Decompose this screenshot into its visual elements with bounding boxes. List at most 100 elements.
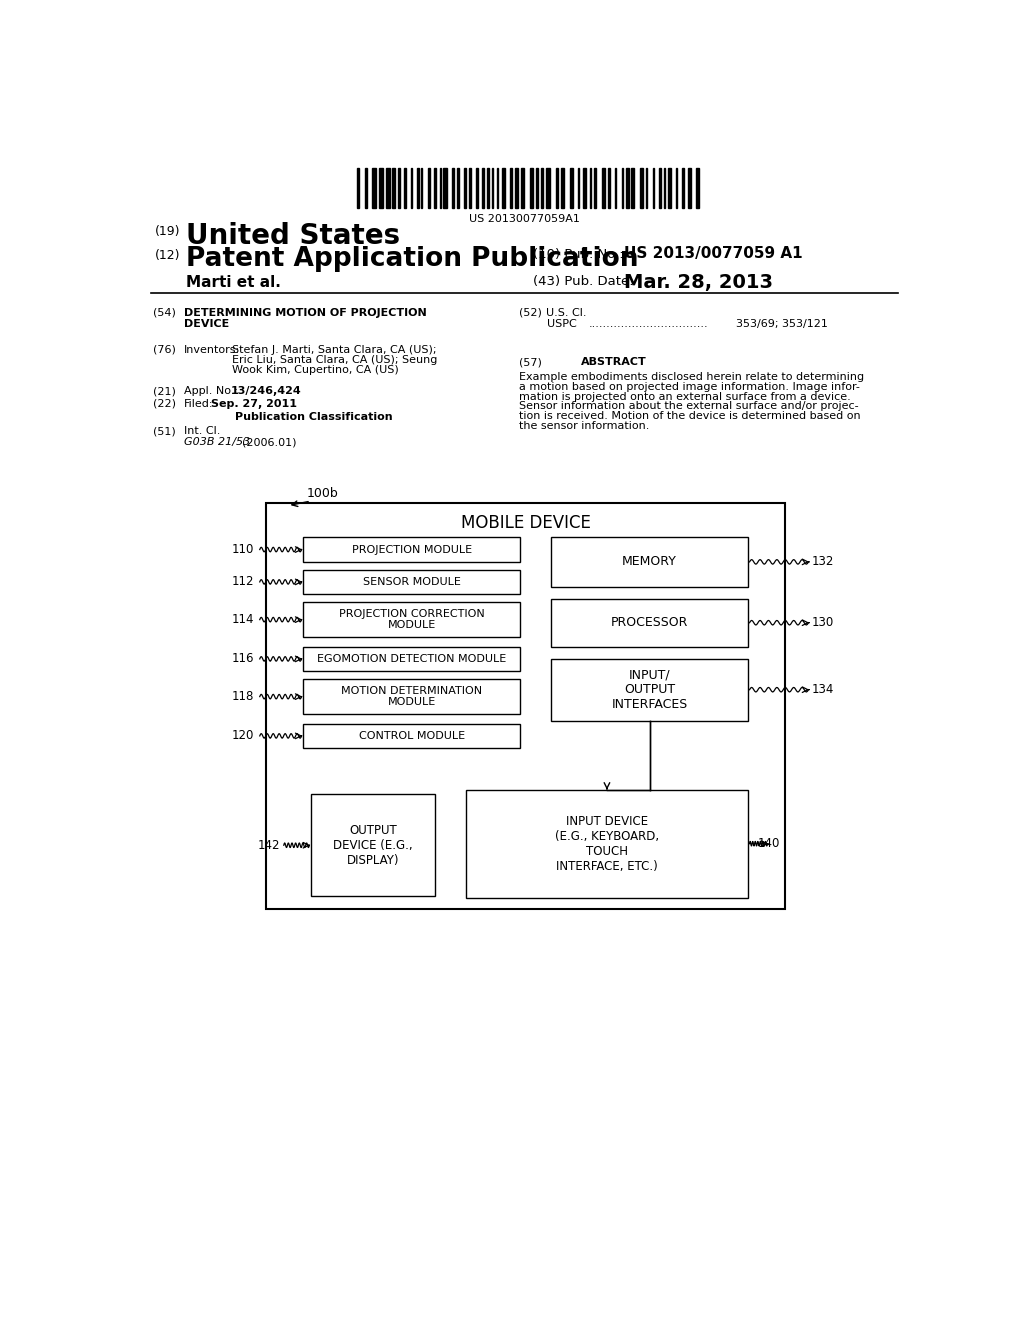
Bar [669,168,671,207]
Bar [521,168,523,207]
Text: Mar. 28, 2013: Mar. 28, 2013 [624,273,773,292]
Text: U.S. Cl.: U.S. Cl. [547,308,587,318]
Text: DETERMINING MOTION OF PROJECTION: DETERMINING MOTION OF PROJECTION [183,308,427,318]
Text: MOTION DETERMINATION
MODULE: MOTION DETERMINATION MODULE [341,686,482,708]
Text: 142: 142 [257,838,280,851]
Text: (10) Pub. No.:: (10) Pub. No.: [532,248,624,261]
Bar [403,168,406,207]
Bar [546,168,550,207]
Bar [356,168,359,207]
Bar [379,168,383,207]
Text: (2006.01): (2006.01) [242,437,296,447]
Text: G03B 21/53: G03B 21/53 [183,437,250,447]
Text: INPUT DEVICE
(E.G., KEYBOARD,
TOUCH
INTERFACE, ETC.): INPUT DEVICE (E.G., KEYBOARD, TOUCH INTE… [555,814,659,873]
Bar [503,168,506,207]
Bar [481,168,483,207]
Bar [594,168,596,207]
Text: Example embodiments disclosed herein relate to determining: Example embodiments disclosed herein rel… [519,372,864,383]
Bar [578,168,580,207]
Text: (51): (51) [153,426,175,437]
Bar [486,168,488,207]
Text: (12): (12) [155,249,180,263]
Bar [664,168,665,207]
Bar [510,168,512,207]
Bar [466,789,748,898]
Bar [428,168,430,207]
Text: Int. Cl.: Int. Cl. [183,426,220,437]
Bar [607,168,609,207]
Text: a motion based on projected image information. Image infor-: a motion based on projected image inform… [519,381,860,392]
Bar [551,599,748,647]
Text: Marti et al.: Marti et al. [186,276,281,290]
Text: mation is projected onto an external surface from a device.: mation is projected onto an external sur… [519,392,851,401]
Text: 353/69; 353/121: 353/69; 353/121 [736,319,828,329]
Text: United States: United States [186,222,400,251]
Text: PROCESSOR: PROCESSOR [611,616,688,630]
Bar [590,168,591,207]
Text: Publication Classification: Publication Classification [236,412,393,422]
Bar [417,168,419,207]
Text: EGOMOTION DETECTION MODULE: EGOMOTION DETECTION MODULE [317,653,506,664]
Text: DEVICE: DEVICE [183,318,229,329]
Bar [551,537,748,586]
Text: (22): (22) [153,399,176,409]
Text: US 2013/0077059 A1: US 2013/0077059 A1 [624,246,803,261]
Bar [475,168,477,207]
Bar [627,168,629,207]
Text: Eric Liu, Santa Clara, CA (US); Seung: Eric Liu, Santa Clara, CA (US); Seung [231,355,437,364]
Bar [569,168,572,207]
Text: Filed:: Filed: [183,399,213,409]
Bar [372,168,376,207]
Text: Sensor information about the external surface and/or projec-: Sensor information about the external su… [519,401,859,412]
Bar [530,168,532,207]
Bar [457,168,459,207]
Bar [303,570,520,594]
Bar [556,168,558,207]
Bar [303,647,520,671]
Text: (76): (76) [153,345,176,355]
Text: 120: 120 [232,730,254,742]
Bar [266,503,785,909]
Text: PROJECTION MODULE: PROJECTION MODULE [351,545,472,554]
Bar [646,168,647,207]
Bar [464,168,466,207]
Bar [398,168,400,207]
Bar [602,168,604,207]
Text: 114: 114 [231,612,254,626]
Text: 132: 132 [812,556,834,569]
Bar [652,168,654,207]
Text: Inventors:: Inventors: [183,345,240,355]
Bar [622,168,624,207]
Text: 100b: 100b [306,487,338,499]
Text: (19): (19) [155,226,180,239]
Bar [682,168,684,207]
Bar [537,168,539,207]
Text: MOBILE DEVICE: MOBILE DEVICE [461,513,591,532]
Text: Wook Kim, Cupertino, CA (US): Wook Kim, Cupertino, CA (US) [231,364,398,375]
Bar [442,168,446,207]
Text: 112: 112 [231,576,254,589]
Bar [303,678,520,714]
Text: tion is received. Motion of the device is determined based on: tion is received. Motion of the device i… [519,411,861,421]
Text: 110: 110 [232,543,254,556]
Bar [515,168,518,207]
Bar [584,168,587,207]
Text: US 20130077059A1: US 20130077059A1 [469,214,581,224]
Bar [303,537,520,562]
Bar [640,168,643,207]
Bar [631,168,635,207]
Text: Patent Application Publication: Patent Application Publication [186,246,639,272]
Text: (54): (54) [153,308,176,318]
Bar [469,168,471,207]
Text: Sep. 27, 2011: Sep. 27, 2011 [211,399,297,409]
Text: the sensor information.: the sensor information. [519,421,650,430]
Text: SENSOR MODULE: SENSOR MODULE [362,577,461,587]
Text: Stefan J. Marti, Santa Clara, CA (US);: Stefan J. Marti, Santa Clara, CA (US); [231,345,436,355]
Text: PROJECTION CORRECTION
MODULE: PROJECTION CORRECTION MODULE [339,609,484,631]
Text: 140: 140 [758,837,779,850]
Bar [551,659,748,721]
Bar [303,602,520,638]
Text: USPC: USPC [547,319,577,329]
Bar [676,168,678,207]
Bar [615,168,616,207]
